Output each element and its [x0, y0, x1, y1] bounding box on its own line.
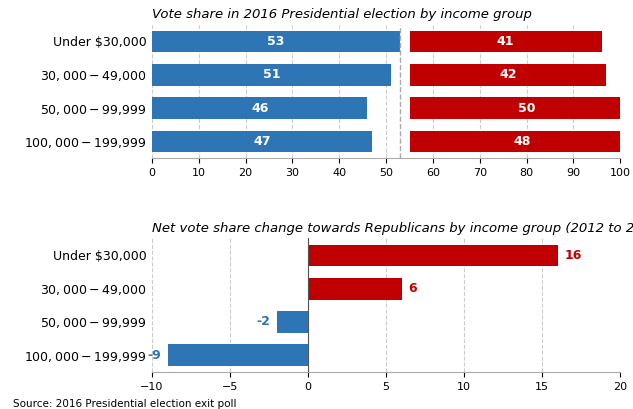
Bar: [152, 97, 367, 119]
Text: Vote share in 2016 Presidential election by income group: Vote share in 2016 Presidential election…: [152, 8, 532, 20]
Text: 42: 42: [499, 68, 517, 81]
Bar: [410, 130, 633, 152]
Bar: [152, 31, 400, 52]
Bar: [152, 130, 372, 152]
Text: 48: 48: [513, 135, 530, 148]
Bar: [308, 278, 402, 299]
Bar: [410, 31, 601, 52]
Bar: [410, 97, 633, 119]
Text: 53: 53: [267, 35, 285, 48]
Text: 50: 50: [518, 101, 536, 115]
Bar: [410, 64, 606, 85]
Text: Net vote share change towards Republicans by income group (2012 to 2016): Net vote share change towards Republican…: [152, 222, 633, 234]
Text: Source: 2016 Presidential election exit poll: Source: 2016 Presidential election exit …: [13, 399, 236, 409]
Text: 16: 16: [564, 249, 582, 262]
Text: 46: 46: [251, 101, 268, 115]
Text: 41: 41: [497, 35, 515, 48]
Text: -2: -2: [257, 315, 270, 328]
Bar: [152, 64, 391, 85]
Text: -9: -9: [147, 349, 161, 362]
Bar: [168, 344, 308, 366]
Text: 47: 47: [253, 135, 271, 148]
Text: 51: 51: [263, 68, 280, 81]
Bar: [308, 245, 558, 266]
Bar: [277, 311, 308, 333]
Text: 6: 6: [408, 282, 417, 295]
